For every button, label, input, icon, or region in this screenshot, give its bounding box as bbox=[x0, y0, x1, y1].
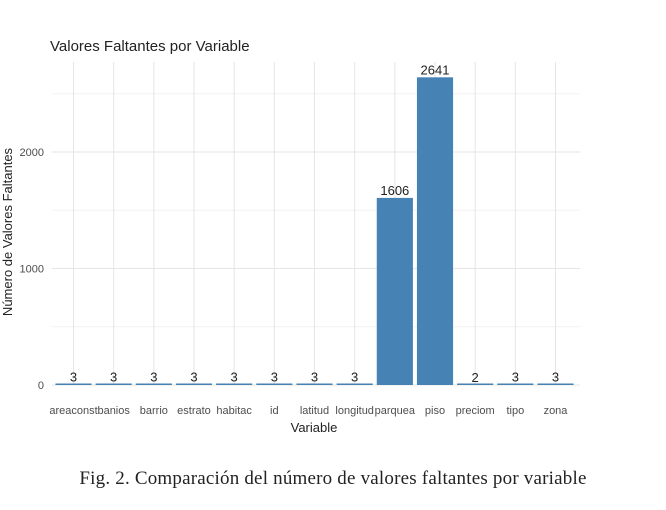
data-labels: 3 3 3 3 3 3 3 3 1606 2641 2 3 3 bbox=[70, 62, 559, 384]
data-label-id: 3 bbox=[271, 370, 278, 385]
x-tick-label-piso: piso bbox=[425, 405, 445, 417]
bar-estrato bbox=[175, 383, 213, 385]
y-tick-label: 0 bbox=[38, 380, 44, 392]
x-tick-label-banios: banios bbox=[97, 405, 130, 417]
bar-longitud bbox=[336, 383, 373, 385]
chart-title: Valores Faltantes por Variable bbox=[50, 38, 250, 55]
bar-areaconst bbox=[55, 383, 92, 385]
x-tick-label-parquea: parquea bbox=[375, 405, 416, 417]
bar-parquea bbox=[376, 197, 413, 385]
x-tick-label-areaconst: areaconst bbox=[49, 405, 97, 417]
x-tick-label-tipo: tipo bbox=[506, 405, 524, 417]
x-tick-label-preciom: preciom bbox=[456, 405, 495, 417]
x-tick-label-id: id bbox=[270, 405, 279, 417]
bar-id bbox=[256, 383, 293, 385]
data-label-latitud: 3 bbox=[311, 370, 318, 385]
x-tick-label-zona: zona bbox=[544, 405, 569, 417]
data-label-parquea: 1606 bbox=[380, 183, 409, 198]
data-label-estrato: 3 bbox=[190, 370, 197, 385]
bar-latitud bbox=[296, 383, 333, 385]
y-tick-labels: 0 1000 2000 bbox=[20, 147, 44, 392]
grid-lines bbox=[52, 62, 580, 386]
data-label-banios: 3 bbox=[110, 370, 117, 385]
data-label-areaconst: 3 bbox=[70, 370, 77, 385]
data-label-tipo: 3 bbox=[512, 370, 519, 385]
bar-tipo bbox=[497, 383, 534, 385]
y-axis-label: Número de Valores Faltantes bbox=[0, 147, 15, 316]
data-label-preciom: 2 bbox=[472, 370, 479, 385]
x-tick-label-latitud: latitud bbox=[300, 405, 329, 417]
y-tick-label: 1000 bbox=[20, 264, 44, 276]
data-label-barrio: 3 bbox=[150, 370, 157, 385]
y-tick-label: 2000 bbox=[20, 147, 44, 159]
bars bbox=[55, 77, 574, 386]
data-label-piso: 2641 bbox=[421, 62, 450, 77]
figure-caption: Fig. 2. Comparación del número de valore… bbox=[79, 468, 587, 489]
x-tick-label-habitac: habitac bbox=[216, 405, 252, 417]
bar-barrio bbox=[135, 383, 172, 385]
bar-habitac bbox=[216, 383, 253, 385]
bar-zona bbox=[537, 383, 574, 385]
x-tick-labels: areaconst banios barrio estrato habitac id lat… bbox=[49, 405, 568, 417]
bar-chart: Valores Faltantes por Variable 3 3 3 3 3 3 3 3 1… bbox=[0, 38, 580, 435]
x-tick-label-barrio: barrio bbox=[140, 405, 168, 417]
data-label-habitac: 3 bbox=[231, 370, 238, 385]
data-label-zona: 3 bbox=[552, 370, 559, 385]
data-label-longitud: 3 bbox=[351, 370, 358, 385]
x-tick-label-longitud: longitud bbox=[335, 405, 374, 417]
bar-piso bbox=[416, 77, 454, 386]
x-axis-label: Variable bbox=[291, 420, 338, 435]
bar-banios bbox=[95, 383, 132, 385]
bar-preciom bbox=[457, 383, 494, 385]
x-tick-label-estrato: estrato bbox=[177, 405, 211, 417]
